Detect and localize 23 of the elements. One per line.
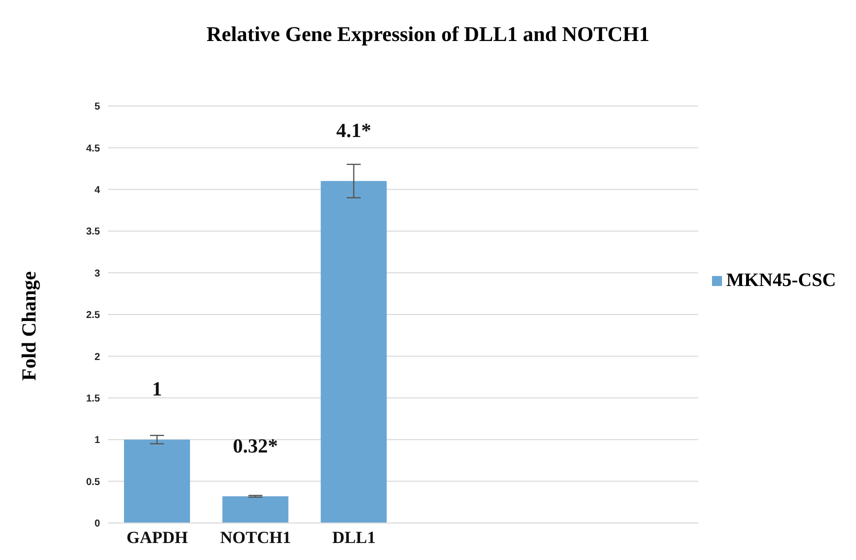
x-tick-label: DLL1 xyxy=(332,528,376,548)
y-tick-label: 1.5 xyxy=(86,393,100,404)
data-label: 4.1* xyxy=(336,120,372,142)
y-tick-label: 4.5 xyxy=(86,143,100,154)
bar xyxy=(320,181,387,523)
x-tick-label: NOTCH1 xyxy=(220,528,291,548)
bar xyxy=(222,496,288,523)
y-tick-label: 0 xyxy=(94,518,100,530)
y-axis-title: Fold Change xyxy=(18,271,42,381)
y-tick-label: 1 xyxy=(94,435,100,446)
chart-title: Relative Gene Expression of DLL1 and NOTCH1 xyxy=(206,22,650,47)
y-tick-label: 4 xyxy=(94,184,100,196)
y-tick-label: 2.5 xyxy=(86,310,100,322)
y-tick-label: 0.5 xyxy=(86,476,100,488)
y-tick-label: 5 xyxy=(94,102,100,113)
data-label: 1 xyxy=(152,378,162,401)
x-tick-label: GAPDH xyxy=(126,528,188,548)
y-tick-label: 2 xyxy=(94,352,100,363)
bar xyxy=(124,440,190,523)
y-tick-label: 3 xyxy=(94,268,100,280)
legend-label: MKN45-CSC xyxy=(725,270,836,292)
data-label: 0.32* xyxy=(232,435,278,458)
y-tick-label: 3.5 xyxy=(86,226,100,238)
